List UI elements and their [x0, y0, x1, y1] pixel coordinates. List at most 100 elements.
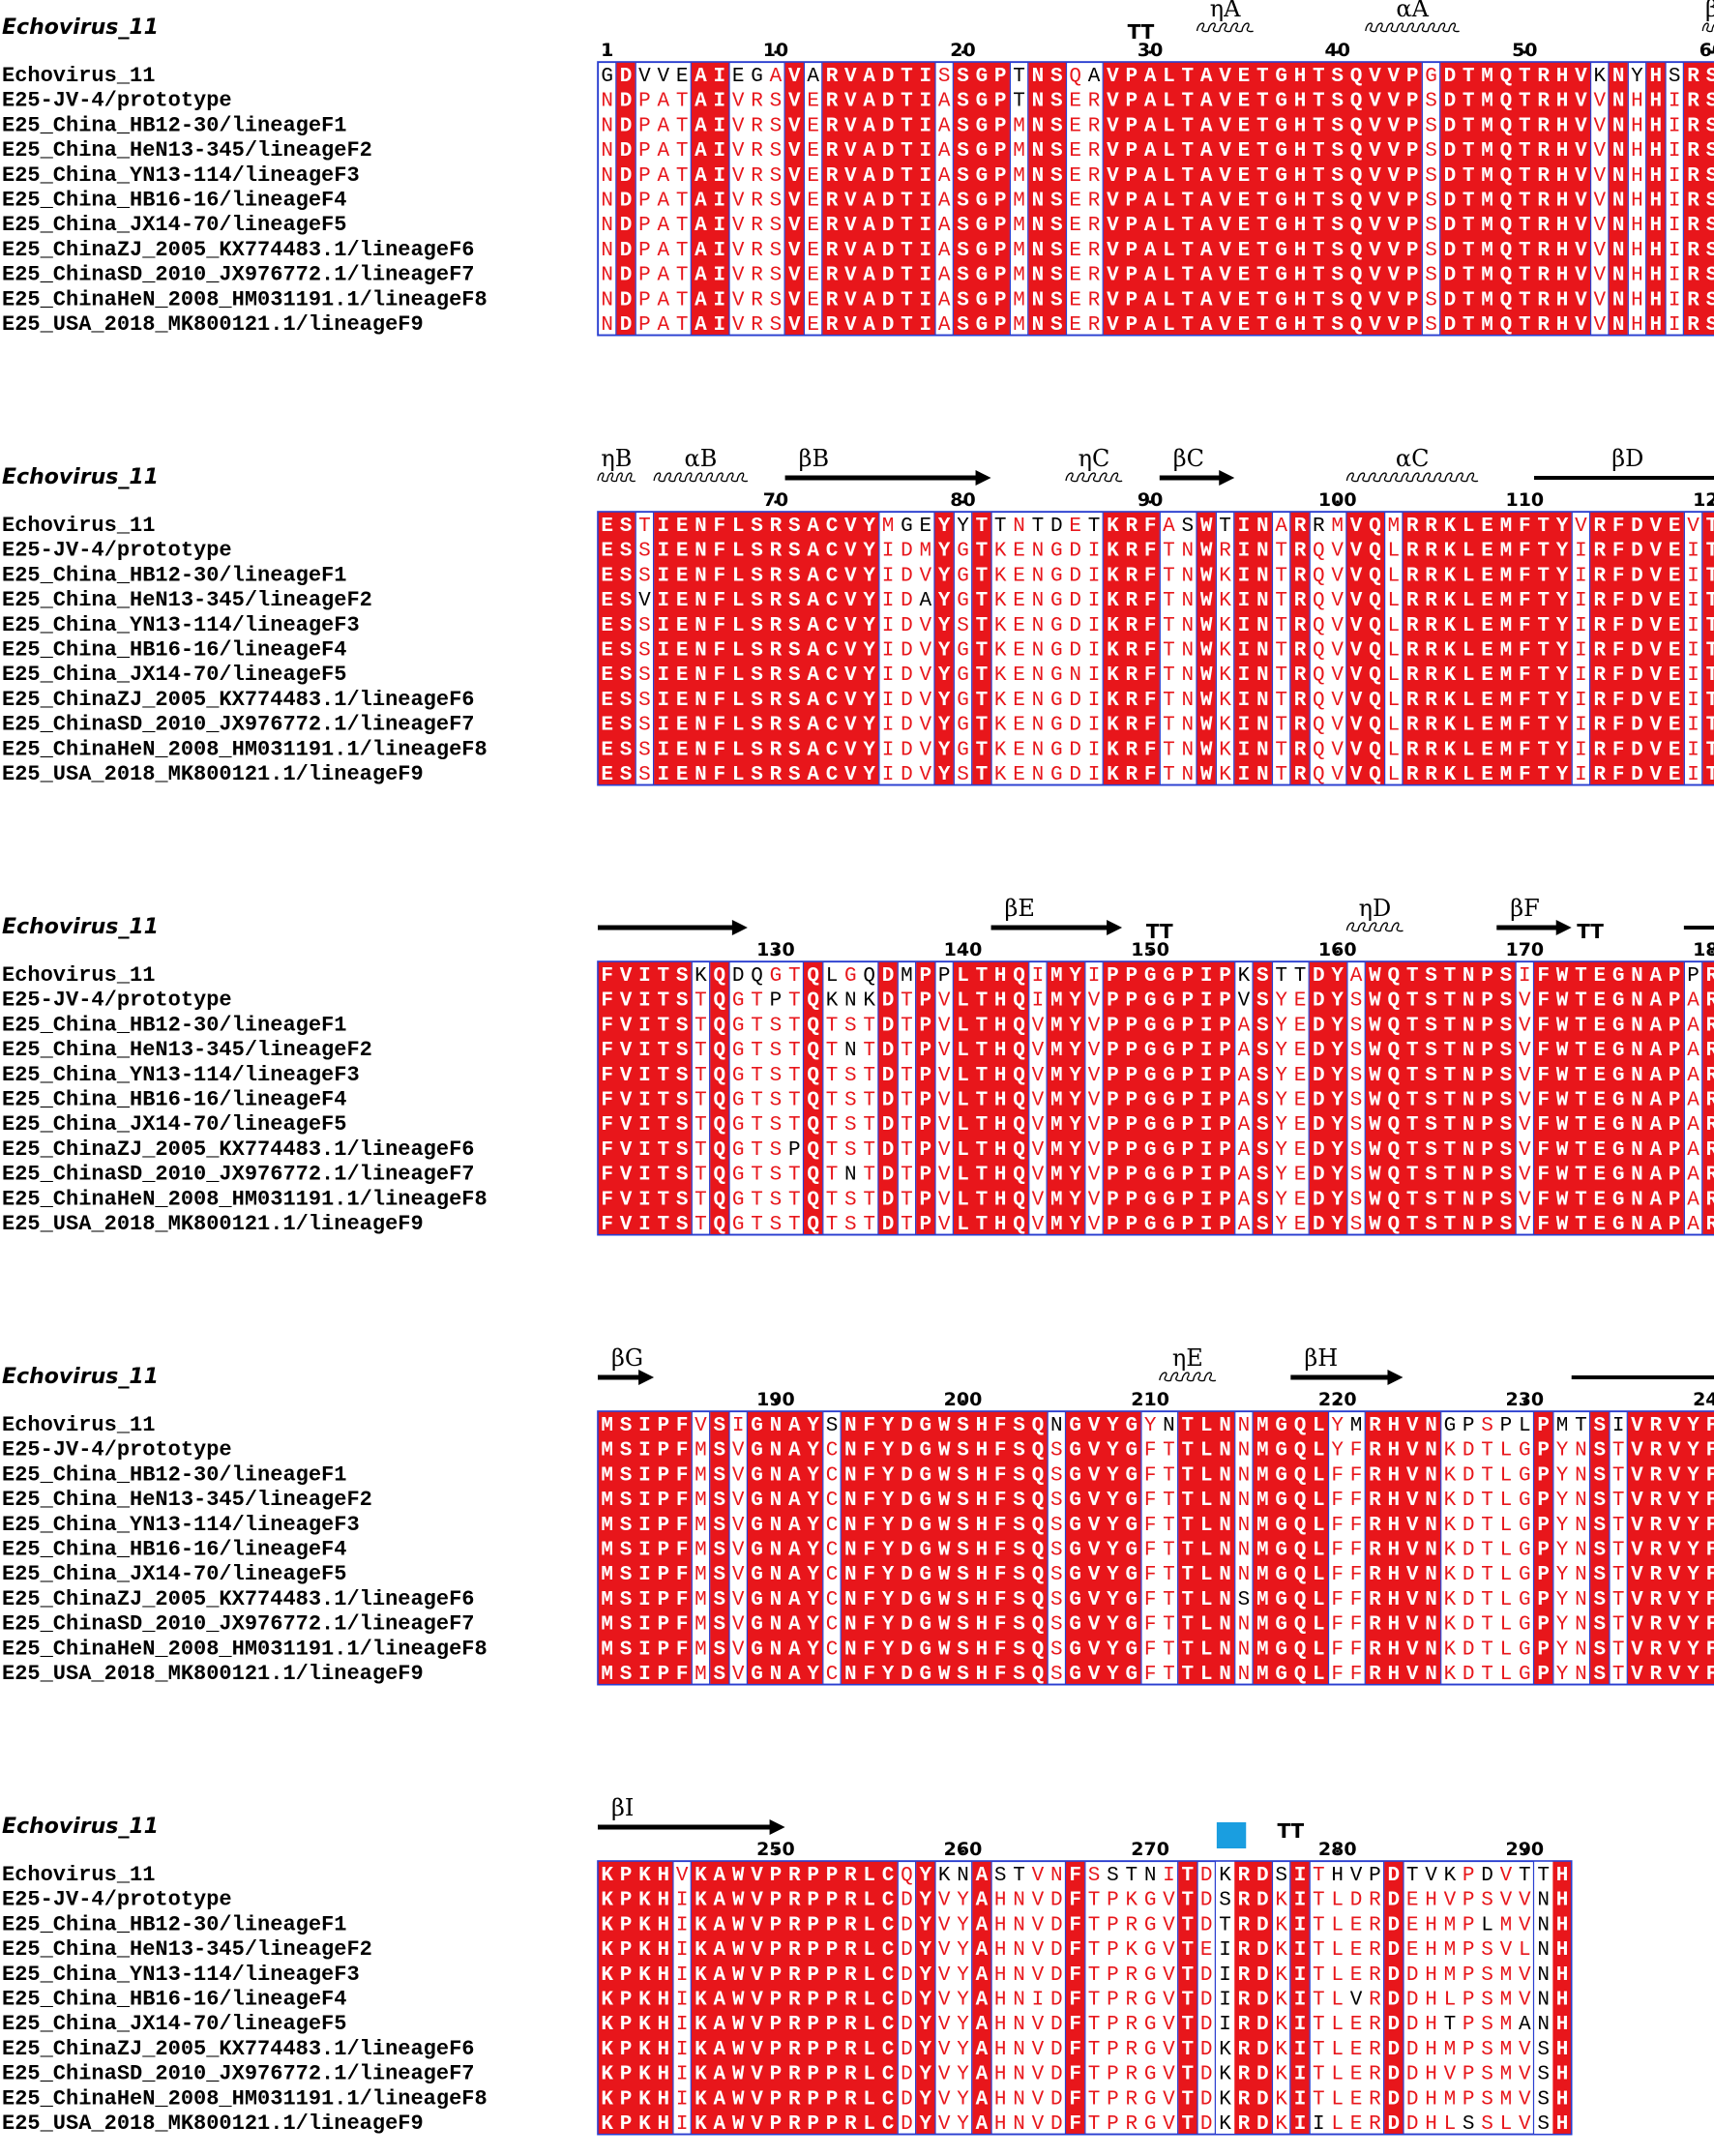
residue: V: [732, 1440, 745, 1462]
residue: L: [1500, 1664, 1513, 1686]
residue: Y: [1069, 1040, 1081, 1062]
residue: H: [1294, 165, 1307, 188]
residue: D: [882, 1165, 895, 1187]
residue: N: [1013, 1990, 1025, 2012]
residue: K: [1107, 640, 1119, 663]
helix-coil: [1365, 22, 1461, 33]
residue: N: [844, 1165, 857, 1187]
residue: E: [1406, 1890, 1419, 1912]
residue: T: [657, 965, 669, 988]
residue: M: [1556, 1415, 1569, 1437]
residue: Y: [1556, 1515, 1569, 1537]
residue: N: [1032, 265, 1045, 287]
residue: V: [1650, 665, 1663, 687]
residue: E: [1069, 140, 1081, 162]
residue: Q: [1500, 289, 1513, 311]
residue: Y: [807, 1564, 819, 1586]
residue: R: [1406, 640, 1419, 663]
residue: V: [1163, 2039, 1175, 2061]
residue: T: [1313, 289, 1325, 311]
residue: Q: [714, 1165, 726, 1187]
residue: T: [1313, 1914, 1325, 1936]
residue: R: [788, 2113, 801, 2136]
residue: S: [1331, 66, 1344, 88]
residue: Q: [1013, 1015, 1025, 1037]
residue: G: [1275, 165, 1287, 188]
residue: G: [957, 739, 969, 761]
residue: H: [1387, 1589, 1400, 1611]
residue: I: [714, 140, 726, 162]
residue: G: [751, 1614, 763, 1637]
residue: D: [620, 240, 633, 262]
residue: V: [1575, 265, 1587, 287]
residue: L: [957, 1015, 969, 1037]
residue: V: [1107, 240, 1119, 262]
residue: T: [1219, 1914, 1231, 1936]
residue: A: [788, 1564, 801, 1586]
residue: I: [676, 2064, 689, 2086]
residue: T: [1182, 265, 1195, 287]
residue: H: [994, 1939, 1007, 1962]
residue: M: [882, 516, 895, 538]
residue: V: [1406, 1564, 1419, 1586]
residue: W: [732, 2088, 745, 2111]
residue: F: [601, 1065, 613, 1087]
residue: I: [638, 1214, 651, 1236]
residue: T: [1256, 165, 1269, 188]
residue: Q: [1350, 314, 1363, 337]
residue: L: [1463, 565, 1475, 587]
residue: G: [1275, 265, 1287, 287]
residue: D: [1256, 2088, 1269, 2111]
residue: Y: [1556, 1440, 1569, 1462]
residue: P: [620, 2039, 633, 2061]
residue: L: [1500, 2113, 1513, 2136]
residue: P: [1463, 2088, 1475, 2111]
residue: Q: [1013, 1214, 1025, 1236]
residue: K: [1593, 66, 1606, 88]
residue: R: [1593, 690, 1606, 712]
residue: D: [1631, 665, 1643, 687]
residue: L: [1463, 541, 1475, 563]
residue: T: [1706, 640, 1714, 663]
residue: S: [620, 764, 633, 786]
residue: P: [1125, 165, 1138, 188]
residue: N: [1238, 1515, 1251, 1537]
residue: P: [1125, 1214, 1138, 1236]
residue: H: [1556, 2064, 1569, 2086]
residue: V: [1519, 2039, 1531, 2061]
residue: T: [1163, 690, 1175, 712]
residue: D: [901, 1464, 913, 1487]
residue: R: [844, 2113, 857, 2136]
residue: T: [1481, 1490, 1493, 1512]
residue: R: [826, 289, 839, 311]
residue: F: [1706, 1464, 1714, 1487]
residue: Y: [938, 541, 951, 563]
residue: V: [1088, 1090, 1101, 1112]
residue: S: [1593, 1464, 1606, 1487]
residue: T: [751, 1040, 763, 1062]
residue: H: [1650, 191, 1663, 213]
residue: V: [1088, 1114, 1101, 1137]
residue: V: [732, 1490, 745, 1512]
ss-label: ηC: [1079, 445, 1110, 472]
sequence-name: E25_China_HB12-30/lineageF1: [2, 1912, 346, 1936]
residue: R: [1238, 1990, 1251, 2012]
conserved-column-bg: [1178, 1861, 1197, 2135]
residue: P: [1481, 1065, 1493, 1087]
residue: N: [844, 1614, 857, 1637]
residue: V: [938, 1890, 951, 1912]
residue: Y: [938, 590, 951, 612]
residue: V: [1350, 764, 1363, 786]
conserved-column-bg: [916, 961, 935, 1235]
residue: Y: [1069, 1189, 1081, 1211]
residue: T: [901, 314, 913, 337]
residue: D: [1444, 140, 1457, 162]
residue: V: [1369, 91, 1381, 113]
residue: V: [1088, 1440, 1101, 1462]
residue: A: [863, 215, 875, 237]
conserved-column-bg: [1384, 1861, 1404, 2135]
residue: T: [901, 140, 913, 162]
residue: E: [1238, 91, 1251, 113]
residue: M: [1256, 1464, 1269, 1487]
residue: T: [976, 990, 989, 1013]
